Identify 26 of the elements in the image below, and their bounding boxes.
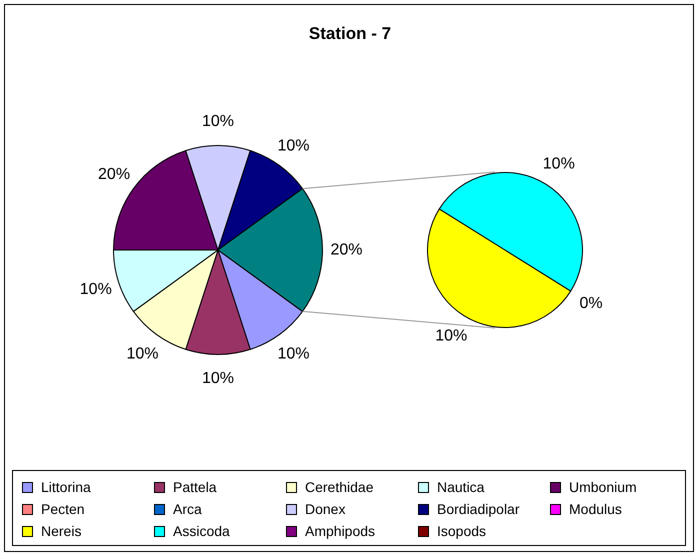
legend-label: Assicoda xyxy=(173,523,230,539)
data-label: 10% xyxy=(202,370,234,387)
data-label: 10% xyxy=(80,281,112,298)
legend-label: Cerethidae xyxy=(305,479,374,495)
legend-label: Isopods xyxy=(437,523,486,539)
legend-label: Nereis xyxy=(41,523,82,539)
data-label: 20% xyxy=(98,166,130,183)
legend-label: Nautica xyxy=(437,479,484,495)
legend-label: Modulus xyxy=(569,501,622,517)
data-label: 10% xyxy=(202,112,234,130)
legend-label: Littorina xyxy=(41,479,91,495)
data-label: 10% xyxy=(126,345,158,362)
data-label: 10% xyxy=(542,155,575,172)
legend-label: Pecten xyxy=(41,501,85,517)
legend-label: Bordiadipolar xyxy=(437,501,520,517)
legend-label: Donex xyxy=(305,501,346,517)
data-label: 10% xyxy=(435,327,468,344)
data-label: 10% xyxy=(278,345,310,362)
chart-title: Station - 7 xyxy=(308,24,392,44)
legend-label: Pattela xyxy=(173,479,217,495)
legend-label: Umbonium xyxy=(569,479,637,495)
text: 0% xyxy=(580,295,603,312)
data-label: 10% xyxy=(278,137,310,154)
legend-label: Amphipods xyxy=(305,523,376,539)
data-label: 20% xyxy=(330,241,363,258)
legend-label: Arca xyxy=(173,501,202,517)
